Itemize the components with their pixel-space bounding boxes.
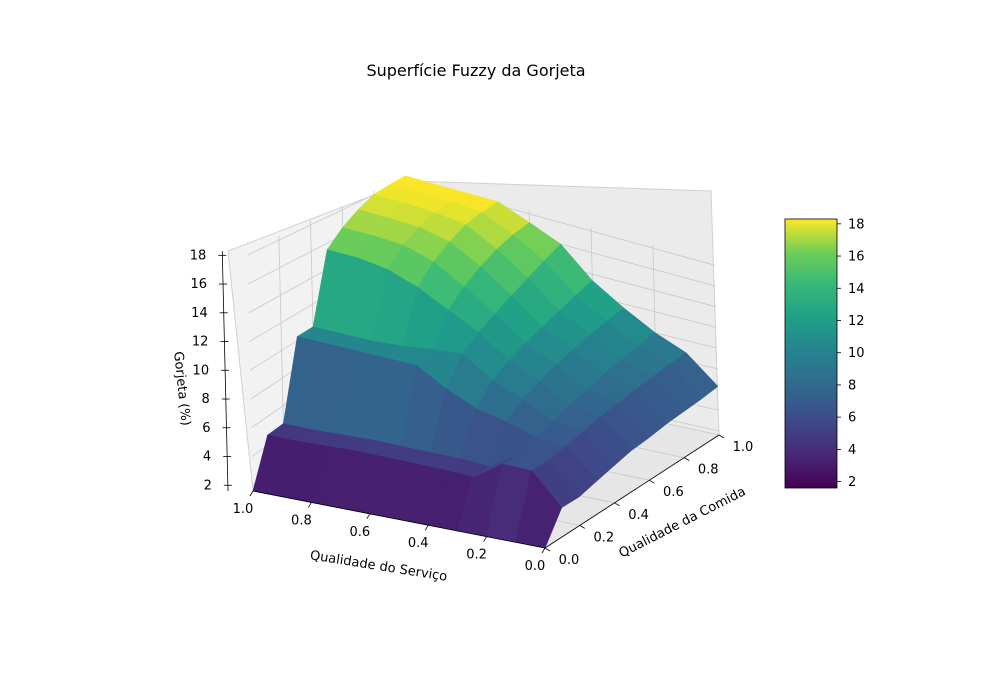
y-axis-line xyxy=(544,434,720,549)
y-tick-label: 0.6 xyxy=(663,485,684,500)
z-axis-line xyxy=(221,250,229,492)
x-tick-mark xyxy=(308,502,312,508)
x-tick-label: 0.2 xyxy=(466,548,487,563)
x-tick-label: 0.0 xyxy=(525,559,546,574)
x-axis-label: Qualidade do Serviço xyxy=(309,548,448,585)
x-axis-line xyxy=(252,490,546,549)
y-tick-mark xyxy=(544,547,551,552)
z-axis-label: Gorjeta (%) xyxy=(170,351,193,427)
z-tick-label: 8 xyxy=(202,392,210,407)
x-tick-mark xyxy=(541,547,546,554)
axes-lines xyxy=(221,250,720,549)
x-tick-mark xyxy=(424,524,429,531)
y-tick-label: 0.2 xyxy=(593,530,614,545)
colorbar-tick-label: 6 xyxy=(848,411,856,426)
y-tick-mark xyxy=(614,502,620,507)
colorbar-tick-label: 14 xyxy=(848,282,865,297)
colorbar-tick-label: 2 xyxy=(848,475,856,490)
colorbar xyxy=(784,218,838,489)
z-tick-label: 6 xyxy=(202,421,210,436)
y-tick-mark xyxy=(718,434,725,439)
colorbar-tick-label: 4 xyxy=(848,443,856,458)
y-tick-mark xyxy=(579,525,586,529)
y-tick-mark xyxy=(649,479,655,484)
x-tick-label: 1.0 xyxy=(233,502,254,517)
z-tick-label: 4 xyxy=(203,450,211,465)
y-tick-label: 1.0 xyxy=(733,440,754,455)
z-tick-label: 2 xyxy=(204,478,212,493)
x-tick-mark xyxy=(249,490,254,497)
colorbar-tick-label: 10 xyxy=(848,346,865,361)
z-axis-ticks: 2 4 6 8 10 12 14 16 18 xyxy=(190,248,232,493)
x-tick-label: 0.6 xyxy=(349,525,370,540)
x-axis-ticks: 1.0 0.8 0.6 0.4 0.2 0.0 xyxy=(233,490,546,574)
surface-plot xyxy=(252,175,719,549)
y-tick-label: 0.8 xyxy=(698,463,719,478)
colorbar-tick-label: 12 xyxy=(848,314,865,329)
chart-title: Superfície Fuzzy da Gorjeta xyxy=(366,61,585,80)
colorbar-tick-label: 16 xyxy=(848,250,865,265)
y-tick-label: 0.4 xyxy=(628,508,649,523)
colorbar-tick-label: 18 xyxy=(848,217,865,232)
colorbar-tick-label: 8 xyxy=(848,378,856,393)
y-tick-label: 0.0 xyxy=(559,553,580,568)
colorbar-ticks: 2 4 6 8 10 12 14 16 18 xyxy=(837,217,865,490)
y-axis-ticks: 0.0 0.2 0.4 0.6 0.8 1.0 xyxy=(544,434,754,568)
z-tick-label: 18 xyxy=(190,248,207,263)
z-tick-label: 16 xyxy=(190,277,207,292)
x-tick-mark xyxy=(483,536,487,542)
x-tick-label: 0.4 xyxy=(408,536,429,551)
z-tick-label: 10 xyxy=(193,363,210,378)
y-tick-mark xyxy=(683,457,690,461)
z-tick-label: 14 xyxy=(191,306,208,321)
z-tick-label: 12 xyxy=(192,335,209,350)
x-tick-label: 0.8 xyxy=(291,513,312,528)
x-tick-mark xyxy=(366,513,371,520)
